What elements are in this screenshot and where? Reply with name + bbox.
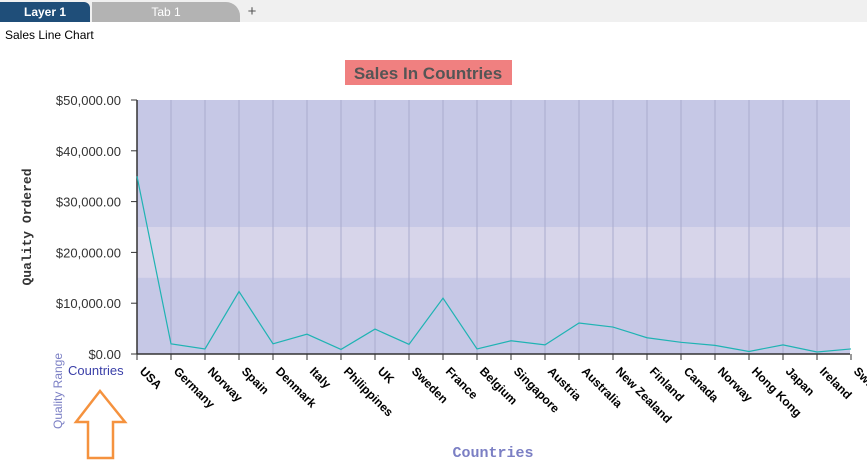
panel-title: Sales Line Chart bbox=[5, 28, 94, 42]
chart-panel: Sales Line Chart bbox=[0, 22, 867, 476]
countries-axis-selector[interactable]: Countries bbox=[68, 363, 124, 378]
tab-tab-1[interactable]: Tab 1 bbox=[92, 2, 240, 22]
tab-bar: Layer 1 Tab 1 + bbox=[0, 0, 867, 22]
tab-layer-1[interactable]: Layer 1 bbox=[0, 2, 90, 22]
quality-range-label[interactable]: Quality Range bbox=[51, 353, 65, 429]
add-tab-button[interactable]: + bbox=[247, 3, 257, 20]
